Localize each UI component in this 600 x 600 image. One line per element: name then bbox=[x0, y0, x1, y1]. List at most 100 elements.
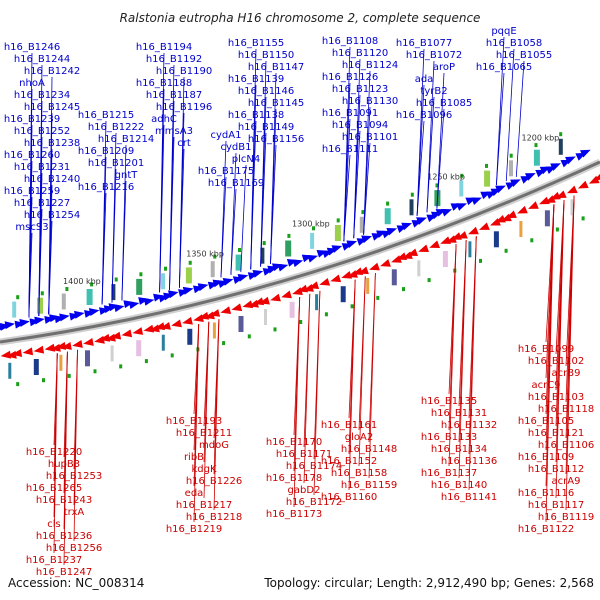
reverse-gene-label: h16_B1161 bbox=[321, 420, 377, 431]
forward-gene-label: adhC bbox=[151, 114, 177, 125]
forward-gene-arrow bbox=[386, 228, 398, 236]
reverse-gene-label: h16_B1119 bbox=[538, 512, 594, 523]
forward-gene-arrow bbox=[401, 222, 412, 231]
reverse-gene-label: h16_B1170 bbox=[266, 437, 322, 448]
feature-marker bbox=[238, 248, 241, 252]
forward-gene-arrow bbox=[252, 270, 264, 278]
forward-gene-arrow bbox=[168, 290, 179, 299]
reverse-gene-arrow bbox=[369, 262, 380, 271]
feature-block bbox=[210, 261, 215, 278]
forward-gene-arrow bbox=[74, 310, 85, 319]
feature-marker bbox=[247, 334, 251, 339]
reverse-gene-label: h16_B1226 bbox=[186, 476, 242, 487]
feature-marker bbox=[555, 227, 559, 232]
feature-marker bbox=[114, 277, 118, 282]
reverse-gene-arrow bbox=[259, 296, 270, 305]
feature-marker bbox=[386, 201, 390, 206]
scale-label: 1250 kbp bbox=[427, 172, 465, 181]
feature-marker bbox=[42, 378, 45, 383]
forward-gene-arrow bbox=[580, 149, 591, 158]
reverse-gene-label: gloA2 bbox=[345, 432, 373, 443]
reverse-gene-label: h16_B1134 bbox=[431, 444, 487, 455]
feature-marker bbox=[16, 295, 20, 300]
forward-gene-arrow bbox=[182, 286, 194, 295]
reverse-gene-label: h16_B1265 bbox=[26, 483, 82, 494]
forward-gene-label: h16_B1091 bbox=[322, 108, 378, 119]
label-leader-lines bbox=[28, 36, 575, 566]
forward-gene-label: h16_B1065 bbox=[476, 62, 532, 73]
forward-gene-label: h16_B1147 bbox=[248, 62, 304, 73]
feature-marker bbox=[67, 373, 71, 378]
leader-line bbox=[250, 120, 257, 270]
forward-gene-label: h16_B1094 bbox=[332, 120, 388, 131]
reverse-gene-label: h16_B1236 bbox=[36, 531, 92, 542]
leader-line bbox=[121, 180, 127, 301]
forward-gene-label: aroP bbox=[433, 62, 455, 73]
reverse-strand-track bbox=[0, 173, 600, 359]
forward-gene-label: mscS3 bbox=[15, 222, 48, 233]
reverse-gene-arrow bbox=[121, 329, 133, 338]
reverse-gene-arrow bbox=[220, 306, 232, 314]
leader-line bbox=[343, 154, 351, 242]
reverse-gene-label: h16_B1218 bbox=[186, 512, 242, 523]
forward-gene-label: h16_B1227 bbox=[14, 198, 70, 209]
reverse-gene-arrow bbox=[330, 274, 342, 283]
leader-line bbox=[368, 272, 376, 479]
feature-block bbox=[37, 297, 43, 314]
forward-gene-label: ada bbox=[415, 74, 434, 85]
reverse-gene-arrow bbox=[11, 349, 23, 357]
feature-marker bbox=[534, 143, 538, 148]
feature-block bbox=[519, 221, 523, 237]
reverse-gene-label: h16_B1243 bbox=[36, 495, 92, 506]
leader-line bbox=[496, 36, 505, 186]
feature-block bbox=[359, 216, 364, 233]
forward-gene-label: h16_B1244 bbox=[14, 54, 70, 65]
scale-label: 1350 kbp bbox=[186, 250, 224, 259]
reverse-gene-label: cls bbox=[47, 519, 61, 530]
leader-line bbox=[73, 349, 78, 542]
feature-block bbox=[187, 328, 193, 345]
forward-gene-label: h16_B1055 bbox=[496, 50, 552, 61]
forward-gene-label: h16_B1239 bbox=[4, 114, 60, 125]
feature-color-track bbox=[8, 132, 585, 387]
leader-line bbox=[230, 188, 237, 275]
reverse-gene-arrow bbox=[132, 327, 144, 335]
topology-label: Topology: circular; Length: 2,912,490 bp… bbox=[264, 576, 594, 590]
forward-gene-label: h16_B1085 bbox=[416, 98, 472, 109]
forward-gene-label: h16_B1188 bbox=[136, 78, 192, 89]
leader-line bbox=[416, 120, 425, 216]
feature-marker bbox=[427, 278, 431, 283]
leader-line bbox=[101, 192, 107, 305]
feature-marker bbox=[287, 233, 291, 238]
feature-block bbox=[111, 284, 116, 301]
forward-gene-label: h16_B1149 bbox=[238, 122, 294, 133]
reverse-gene-label: h16_B1178 bbox=[266, 473, 322, 484]
forward-gene-arrow bbox=[361, 235, 372, 244]
forward-gene-label: h16_B1130 bbox=[342, 96, 398, 107]
feature-marker bbox=[485, 163, 488, 168]
reverse-gene-label: h16_B1103 bbox=[528, 392, 584, 403]
accession-label: Accession: NC_008314 bbox=[8, 576, 145, 590]
reverse-gene-label: h16_B1237 bbox=[26, 555, 82, 566]
reverse-gene-arrow bbox=[358, 266, 369, 275]
forward-gene-arrow bbox=[197, 283, 209, 292]
reverse-gene-arrow bbox=[281, 290, 292, 299]
reverse-gene-label: h16_B1256 bbox=[46, 543, 102, 554]
forward-gene-label: h16_B1155 bbox=[228, 38, 284, 49]
forward-gene-label: h16_B1108 bbox=[322, 36, 378, 47]
leader-line bbox=[313, 290, 321, 496]
feature-marker bbox=[40, 291, 44, 296]
forward-gene-label: h16_B1215 bbox=[78, 110, 134, 121]
leader-line bbox=[363, 106, 371, 235]
reverse-gene-label: gabD2 bbox=[288, 485, 321, 496]
forward-gene-label: h16_B1231 bbox=[14, 162, 70, 173]
reverse-gene-label: h16_B1211 bbox=[176, 428, 232, 439]
reverse-gene-arrow bbox=[171, 319, 182, 328]
forward-gene-label: h16_B1058 bbox=[486, 38, 542, 49]
feature-block bbox=[285, 240, 292, 257]
forward-gene-arrow bbox=[237, 274, 249, 282]
leader-line bbox=[260, 132, 267, 267]
reverse-gene-label: h16_B1174 bbox=[286, 461, 342, 472]
forward-strand-track bbox=[0, 149, 591, 331]
reverse-gene-label: h16_B1099 bbox=[518, 344, 574, 355]
